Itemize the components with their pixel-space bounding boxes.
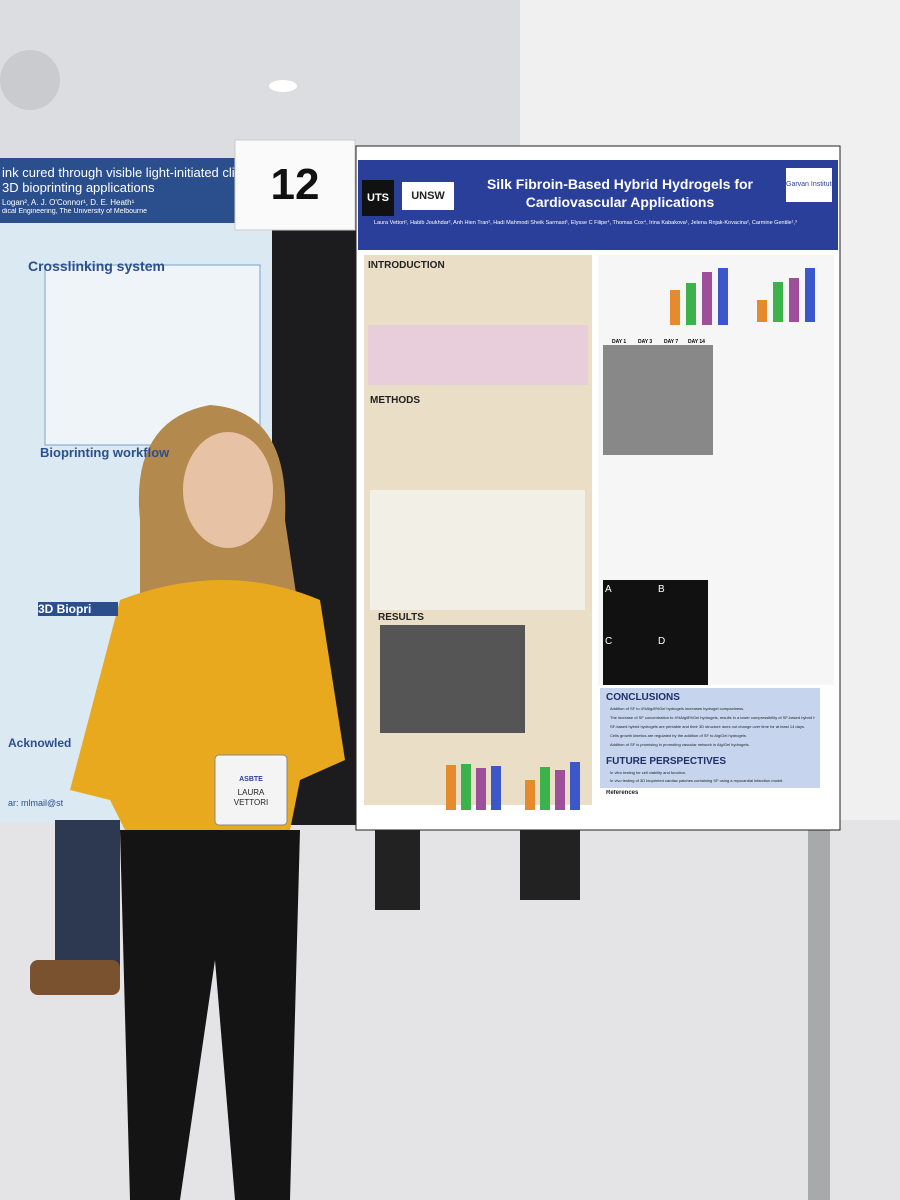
left-authors: Logan², A. J. O'Connor¹, D. E. Heath¹ <box>2 198 135 207</box>
shoe <box>30 960 120 995</box>
day-label: DAY 7 <box>664 339 679 345</box>
left-heading: Crosslinking system <box>28 258 165 274</box>
left-affiliation: dical Engineering, The University of Mel… <box>2 208 148 215</box>
right-title: Cardiovascular Applications <box>525 194 715 210</box>
sem-images <box>380 625 525 733</box>
left-heading: Bioprinting workflow <box>40 445 170 460</box>
section-heading: FUTURE PERSPECTIVES <box>606 756 727 767</box>
future-item: In vivo testing of 3D bioprinted cardiac… <box>610 778 784 783</box>
conclusion-item: Cells growth kinetics are regulated by t… <box>610 733 747 738</box>
bar <box>773 282 783 322</box>
logo: Garvan Institute <box>786 168 832 202</box>
logo: UNSW <box>402 182 454 210</box>
logo: UTS <box>362 180 394 216</box>
badge-logo: ASBTE <box>239 776 263 783</box>
poster-number: 12 <box>270 160 320 209</box>
section-heading: RESULTS <box>378 612 424 623</box>
conclusion-item: The increase of SF concentration to 4%Al… <box>610 715 815 720</box>
bar <box>670 290 680 325</box>
right-title: Silk Fibroin-Based Hybrid Hydrogels for <box>486 176 754 192</box>
badge-name: LAURA <box>237 788 265 797</box>
conclusion-item: Addition of SF is promising in promoting… <box>610 742 750 747</box>
bar <box>805 268 815 322</box>
conclusions-box <box>600 688 820 788</box>
section-heading: CONCLUSIONS <box>606 692 680 703</box>
person-legs <box>375 830 420 910</box>
section-heading: METHODS <box>370 395 420 406</box>
day-label: DAY 1 <box>612 339 627 345</box>
bar <box>540 767 550 810</box>
bar <box>718 268 728 325</box>
bar <box>525 780 535 810</box>
bar <box>757 300 767 322</box>
hydrogel-grid <box>603 345 713 455</box>
face <box>183 432 273 548</box>
left-heading: 3D Biopri <box>38 602 118 616</box>
left-heading: Acknowled <box>8 736 72 750</box>
section-heading: References <box>606 790 639 796</box>
immuno-images <box>603 580 708 685</box>
bar <box>570 762 580 810</box>
panel-label: D <box>658 636 666 647</box>
bar <box>476 768 486 810</box>
bar <box>491 766 501 810</box>
methods-figure <box>370 490 585 610</box>
left-header <box>0 158 240 223</box>
right-authors: Laura Vettori¹, Habib Joukhdar², Anh Hie… <box>374 220 797 226</box>
section-heading: INTRODUCTION <box>368 260 445 271</box>
trousers <box>120 830 300 1200</box>
intro-figure <box>368 325 588 385</box>
left-title: 3D bioprinting applications <box>2 180 155 195</box>
woman <box>70 405 345 1200</box>
panel-label: C <box>605 636 613 647</box>
vent <box>0 50 60 110</box>
bar <box>686 283 696 325</box>
conclusion-item: SF-based hybrid hydrogels are printable … <box>610 724 805 729</box>
bar <box>702 272 712 325</box>
person-legs <box>55 820 120 970</box>
day-label: DAY 14 <box>688 339 705 345</box>
left-title: ink cured through visible light-initiate… <box>2 165 238 180</box>
number-card <box>234 139 356 231</box>
bar <box>446 765 456 810</box>
light <box>269 80 297 92</box>
person-legs <box>520 830 580 900</box>
panel-label: A <box>605 584 612 595</box>
panel-label: B <box>658 584 665 595</box>
bar <box>789 278 799 322</box>
future-item: In vitro testing for cell viability and … <box>610 770 687 775</box>
bar <box>461 764 471 810</box>
bar <box>555 770 565 810</box>
conclusion-item: Addition of SF to 4%Alg/8%Gel hydrogels … <box>610 706 745 711</box>
day-label: DAY 3 <box>638 339 653 345</box>
left-email: ar: mlmail@st <box>8 798 64 808</box>
badge <box>214 754 288 826</box>
chart-bars <box>446 268 815 810</box>
badge-name: VETTORI <box>233 798 269 807</box>
